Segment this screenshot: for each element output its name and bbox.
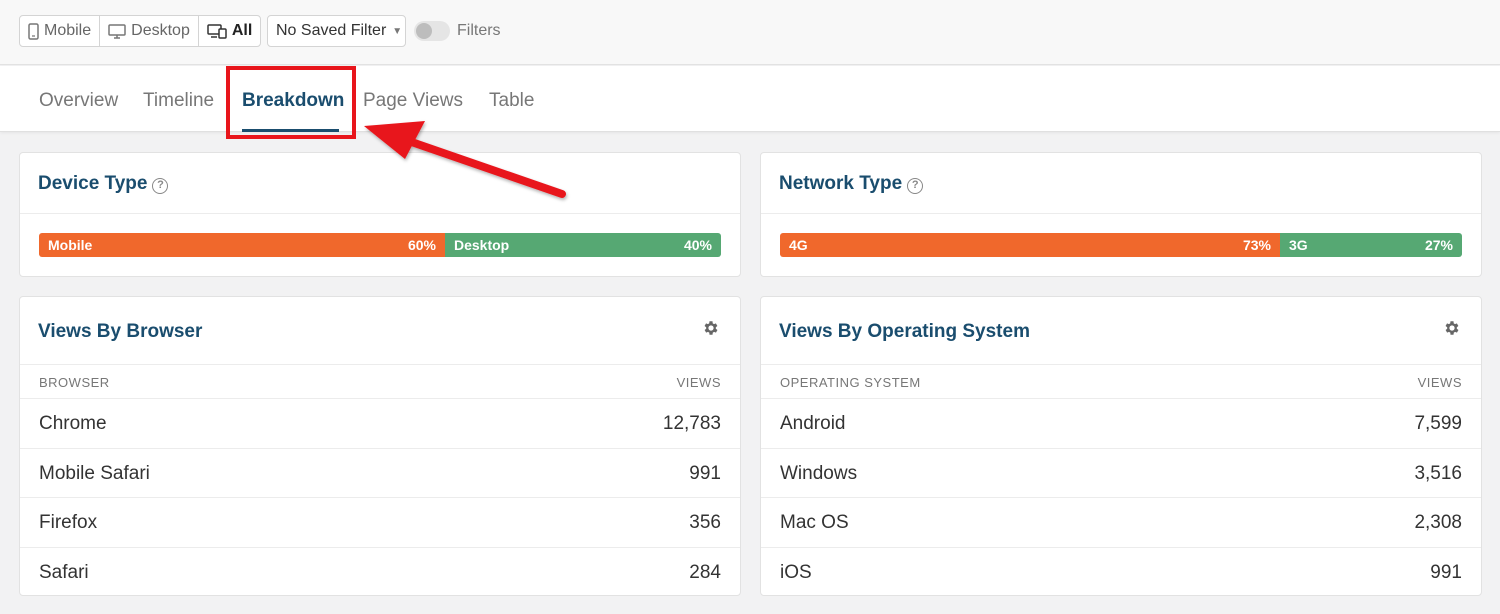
table-row[interactable]: iOS 991 (761, 547, 1481, 597)
help-icon[interactable]: ? (907, 178, 924, 194)
segment-label: Mobile (48, 237, 93, 253)
segment-label: Desktop (454, 237, 510, 253)
table-row[interactable]: Android 7,599 (761, 398, 1481, 448)
views-by-os-card: Views By Operating System OPERATING SYST… (760, 296, 1482, 596)
row-name: Windows (780, 463, 858, 484)
network-type-title-text: Network Type (779, 173, 903, 194)
filters-toggle[interactable] (414, 21, 450, 41)
row-value: 7,599 (1414, 413, 1462, 434)
row-value: 3,516 (1414, 463, 1462, 484)
table-row[interactable]: Windows 3,516 (761, 448, 1481, 498)
table-row[interactable]: Mac OS 2,308 (761, 497, 1481, 547)
segment-percent: 73% (1242, 237, 1271, 253)
saved-filter-select[interactable]: No Saved Filter ▼ (267, 15, 406, 47)
segment-label: 4G (789, 237, 808, 253)
table-row[interactable]: Firefox 356 (20, 497, 740, 547)
device-filter-desktop-label: Desktop (131, 22, 190, 39)
column-header-views: VIEWS (676, 375, 721, 390)
table-row[interactable]: Chrome 12,783 (20, 398, 740, 448)
desktop-icon (108, 23, 126, 39)
row-value: 284 (689, 562, 721, 583)
row-name: iOS (780, 562, 812, 583)
tab-timeline[interactable]: Timeline (143, 90, 215, 111)
toggle-knob (416, 23, 432, 39)
row-name: Mobile Safari (39, 463, 150, 484)
row-value: 991 (689, 463, 721, 484)
row-name: Firefox (39, 512, 98, 533)
saved-filter-value: No Saved Filter (276, 22, 387, 39)
device-filter-all-label: All (231, 22, 253, 39)
tab-bar: Overview Timeline Breakdown Page Views T… (0, 66, 1500, 132)
device-filter-mobile-label: Mobile (44, 22, 92, 39)
device-type-title: Device Type? (38, 173, 169, 195)
gear-icon[interactable] (702, 319, 720, 337)
views-by-os-title: Views By Operating System (779, 321, 1030, 342)
row-value: 991 (1430, 562, 1462, 583)
device-filter: Mobile Desktop All (19, 15, 262, 47)
row-value: 12,783 (662, 413, 721, 434)
tab-table[interactable]: Table (489, 90, 535, 111)
row-name: Mac OS (780, 512, 849, 533)
row-name: Android (780, 413, 846, 434)
active-tab-indicator (242, 129, 339, 132)
device-type-segment-mobile[interactable]: Mobile 60% (39, 233, 445, 257)
views-by-browser-title: Views By Browser (38, 321, 203, 342)
filters-toggle-label: Filters (457, 22, 501, 39)
network-type-bar: 4G 73% 3G 27% (780, 233, 1462, 257)
caret-down-icon: ▼ (392, 25, 403, 37)
device-type-bar: Mobile 60% Desktop 40% (39, 233, 721, 257)
network-type-title: Network Type? (779, 173, 924, 195)
network-type-header: Network Type? (761, 153, 1481, 214)
device-filter-desktop[interactable]: Desktop (100, 16, 199, 46)
network-type-segment-4g[interactable]: 4G 73% (780, 233, 1280, 257)
segment-percent: 60% (407, 237, 436, 253)
segment-percent: 40% (683, 237, 712, 253)
device-type-card: Device Type? Mobile 60% Desktop 40% (19, 152, 741, 277)
annotation-highlight-box (226, 66, 356, 139)
views-by-browser-card: Views By Browser BROWSER VIEWS Chrome 12… (19, 296, 741, 596)
views-by-browser-header: Views By Browser (20, 297, 740, 365)
column-header-views: VIEWS (1417, 375, 1462, 390)
gear-icon[interactable] (1443, 319, 1461, 337)
tab-breakdown[interactable]: Breakdown (242, 90, 345, 111)
network-type-card: Network Type? 4G 73% 3G 27% (760, 152, 1482, 277)
filter-bar: Mobile Desktop All No Saved Filter ▼ Fil… (0, 0, 1500, 65)
network-type-segment-3g[interactable]: 3G 27% (1280, 233, 1462, 257)
device-filter-mobile[interactable]: Mobile (20, 16, 101, 46)
views-by-os-header: Views By Operating System (761, 297, 1481, 365)
mobile-icon (28, 22, 39, 40)
tab-overview[interactable]: Overview (39, 90, 119, 111)
device-type-title-text: Device Type (38, 173, 148, 194)
table-row[interactable]: Mobile Safari 991 (20, 448, 740, 498)
segment-percent: 27% (1424, 237, 1453, 253)
row-value: 356 (689, 512, 721, 533)
device-type-segment-desktop[interactable]: Desktop 40% (445, 233, 721, 257)
device-filter-all[interactable]: All (199, 16, 260, 46)
help-icon[interactable]: ? (152, 178, 169, 194)
segment-label: 3G (1289, 237, 1308, 253)
column-header-operating-system: OPERATING SYSTEM (780, 375, 921, 390)
column-header-browser: BROWSER (39, 375, 110, 390)
tab-page-views[interactable]: Page Views (363, 90, 463, 111)
table-row[interactable]: Safari 284 (20, 547, 740, 597)
row-name: Chrome (39, 413, 107, 434)
devices-icon (207, 23, 227, 39)
row-value: 2,308 (1414, 512, 1462, 533)
device-type-header: Device Type? (20, 153, 740, 214)
row-name: Safari (39, 562, 89, 583)
